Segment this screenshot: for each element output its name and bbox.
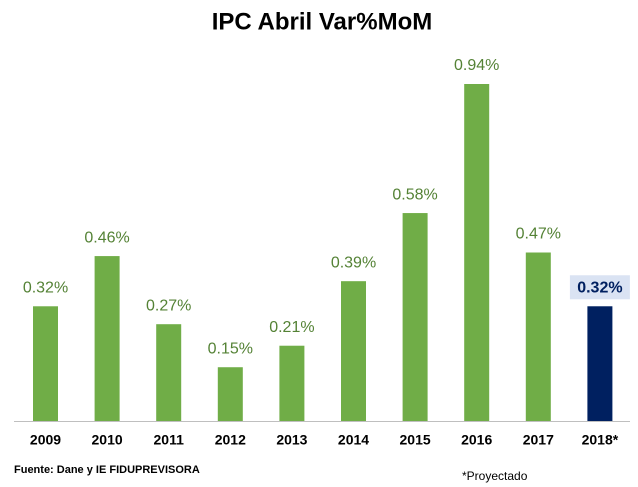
bar [217,367,243,421]
x-tick-label: 2015 [400,432,431,448]
x-tick-label: 2009 [30,432,61,448]
x-tick-label: 2012 [215,432,246,448]
source: Fuente: Dane y IE FIDUPREVISORA [14,464,200,476]
value-label: 0.39% [331,254,376,271]
value-label: 0.47% [516,226,561,243]
value-label: 0.94% [454,57,499,74]
bar [525,252,551,421]
x-tick-label: 2013 [276,432,307,448]
bar [94,256,120,421]
x-tick-label: 2016 [461,432,492,448]
value-label: 0.32% [577,279,622,296]
label-highlight [569,275,630,300]
value-label: 0.32% [23,279,68,296]
chart-title: IPC Abril Var%MoM [212,8,432,35]
bar [33,306,58,421]
bar [156,324,182,421]
bar [587,306,613,421]
x-tick-label: 2017 [523,432,554,448]
bar [402,213,428,421]
value-label: 0.27% [146,297,191,314]
x-tick-label: 2011 [154,432,185,448]
x-tick-label: 2014 [338,432,369,448]
bar [341,281,366,421]
x-tick-label: 2010 [92,432,123,448]
note: *Proyectado [462,469,528,483]
value-label: 0.58% [392,186,437,203]
value-label: 0.15% [208,340,253,357]
value-label: 0.21% [269,319,314,336]
bar [464,84,490,421]
x-tick-label: 2018* [582,432,619,448]
bar [279,345,305,421]
value-label: 0.46% [84,229,129,246]
